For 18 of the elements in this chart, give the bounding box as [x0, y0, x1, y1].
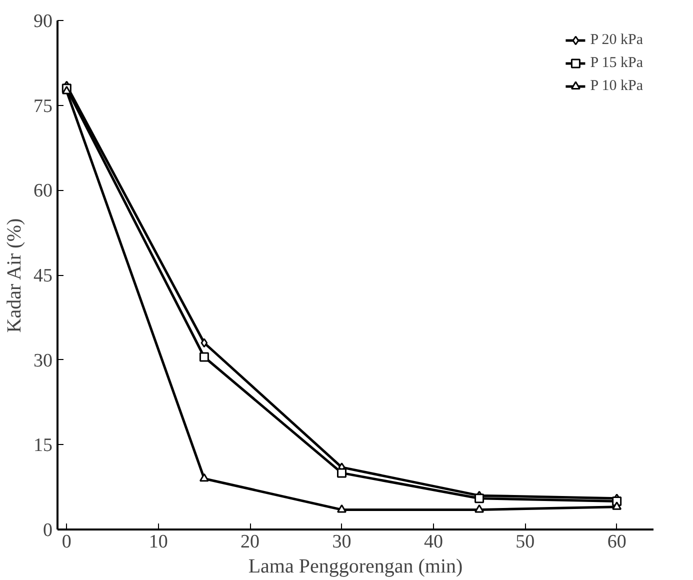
x-tick-label: 0 — [62, 532, 72, 552]
y-tick-label: 15 — [34, 435, 52, 456]
x-tick-label: 20 — [240, 532, 260, 552]
y-tick-label: 30 — [34, 350, 52, 372]
x-tick-label: 60 — [607, 532, 626, 552]
y-tick-label: 45 — [34, 266, 52, 286]
legend-label: P 20 kPa — [590, 32, 643, 48]
y-axis-title: Kadar Air (%) — [4, 218, 26, 333]
x-tick-label: 40 — [424, 532, 443, 552]
y-tick-label: 90 — [34, 11, 52, 32]
legend-label: P 15 kPa — [590, 54, 643, 72]
y-tick-label: 60 — [34, 180, 52, 202]
x-axis-title: Lama Penggorengan (min) — [248, 556, 463, 578]
x-tick-label: 10 — [148, 532, 168, 552]
x-tick-label: 50 — [516, 532, 535, 552]
y-tick-label: 75 — [34, 96, 52, 117]
x-tick-label: 30 — [332, 532, 352, 552]
legend-label: P 10 kPa — [590, 78, 643, 94]
